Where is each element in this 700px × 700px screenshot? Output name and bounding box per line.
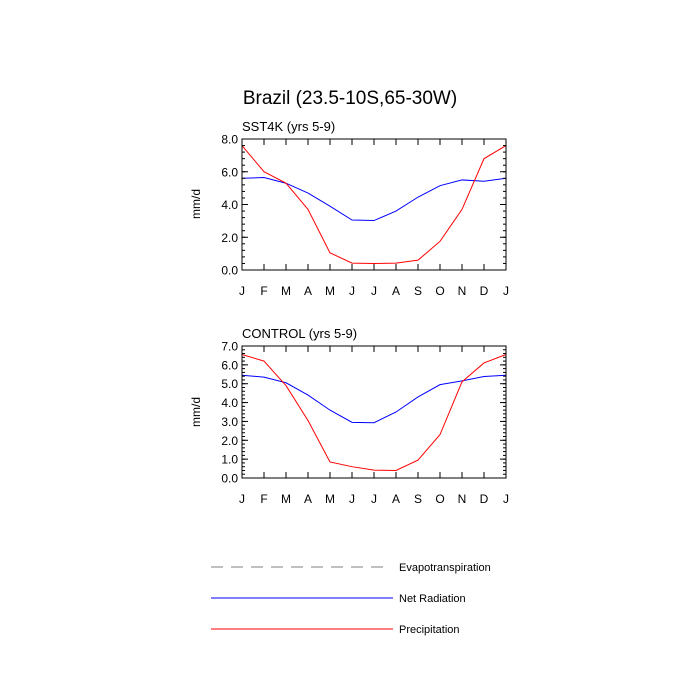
panel-title-sst4k: SST4K (yrs 5-9) xyxy=(242,119,335,134)
x-tick-label-sst4k: A xyxy=(304,284,312,298)
y-tick-label-sst4k: 2.0 xyxy=(221,231,238,245)
x-tick-label-sst4k: D xyxy=(480,284,489,298)
x-tick-label-control: O xyxy=(435,492,444,506)
y-tick-label-sst4k: 6.0 xyxy=(221,165,238,179)
plot-frame-control xyxy=(241,345,507,479)
x-tick-label-control: N xyxy=(458,492,467,506)
y-tick-label-control: 7.0 xyxy=(221,340,238,354)
x-tick-label-sst4k: A xyxy=(392,284,400,298)
plot-frame-sst4k xyxy=(241,138,507,271)
x-tick-label-sst4k: S xyxy=(414,284,422,298)
x-tick-label-sst4k: J xyxy=(503,284,509,298)
x-tick-label-sst4k: J xyxy=(349,284,355,298)
x-tick-label-sst4k: N xyxy=(458,284,467,298)
x-tick-label-sst4k: J xyxy=(371,284,377,298)
y-tick-label-control: 5.0 xyxy=(221,377,238,391)
y-tick-label-control: 1.0 xyxy=(221,453,238,467)
legend-label-precipitation: Precipitation xyxy=(399,624,460,636)
figure-title: Brazil (23.5-10S,65-30W) xyxy=(243,88,457,109)
y-tick-label-control: 3.0 xyxy=(221,415,238,429)
legend-label-evapotranspiration: Evapotranspiration xyxy=(399,562,491,574)
x-tick-label-sst4k: M xyxy=(281,284,291,298)
y-tick-label-sst4k: 0.0 xyxy=(221,264,238,278)
x-tick-label-control: J xyxy=(349,492,355,506)
x-tick-label-control: D xyxy=(480,492,489,506)
x-tick-label-control: J xyxy=(239,492,245,506)
x-tick-label-control: J xyxy=(503,492,509,506)
x-tick-label-control: A xyxy=(392,492,400,506)
chart-panel-sst4k: SST4K (yrs 5-9) mm/d 0.02.04.06.08.0J F M A… xyxy=(189,119,509,298)
y-axis-label-control: mm/d xyxy=(189,397,203,427)
series-line-precipitation-control xyxy=(241,354,507,471)
x-tick-label-control: J xyxy=(371,492,377,506)
series-line-net-radiation-control xyxy=(241,374,507,424)
chart-panel-control: CONTROL (yrs 5-9) mm/d 0.0 1.0 2.0 3.0 4.0 5.… xyxy=(189,326,509,506)
y-tick-label-sst4k: 8.0 xyxy=(221,133,238,147)
x-tick-label-control: A xyxy=(304,492,312,506)
y-axis-label-sst4k: mm/d xyxy=(189,189,203,219)
x-tick-label-control: F xyxy=(260,492,267,506)
legend: Evapotranspiration Net Radiation Precipi… xyxy=(211,562,491,636)
series-line-precipitation-sst4k xyxy=(241,145,507,264)
x-tick-label-control: S xyxy=(414,492,422,506)
x-tick-label-sst4k: J xyxy=(239,284,245,298)
panel-title-control: CONTROL (yrs 5-9) xyxy=(242,326,357,341)
y-tick-label-control: 2.0 xyxy=(221,434,238,448)
x-tick-label-control: M xyxy=(325,492,335,506)
y-tick-label-control: 6.0 xyxy=(221,358,238,372)
x-tick-label-sst4k: O xyxy=(435,284,444,298)
y-tick-label-control: 0.0 xyxy=(221,472,238,486)
y-tick-label-control: 4.0 xyxy=(221,396,238,410)
x-tick-label-sst4k: F xyxy=(260,284,267,298)
y-tick-label-sst4k: 4.0 xyxy=(221,198,238,212)
x-tick-label-sst4k: M xyxy=(325,284,335,298)
x-tick-label-control: M xyxy=(281,492,291,506)
legend-label-net-radiation: Net Radiation xyxy=(399,593,466,605)
